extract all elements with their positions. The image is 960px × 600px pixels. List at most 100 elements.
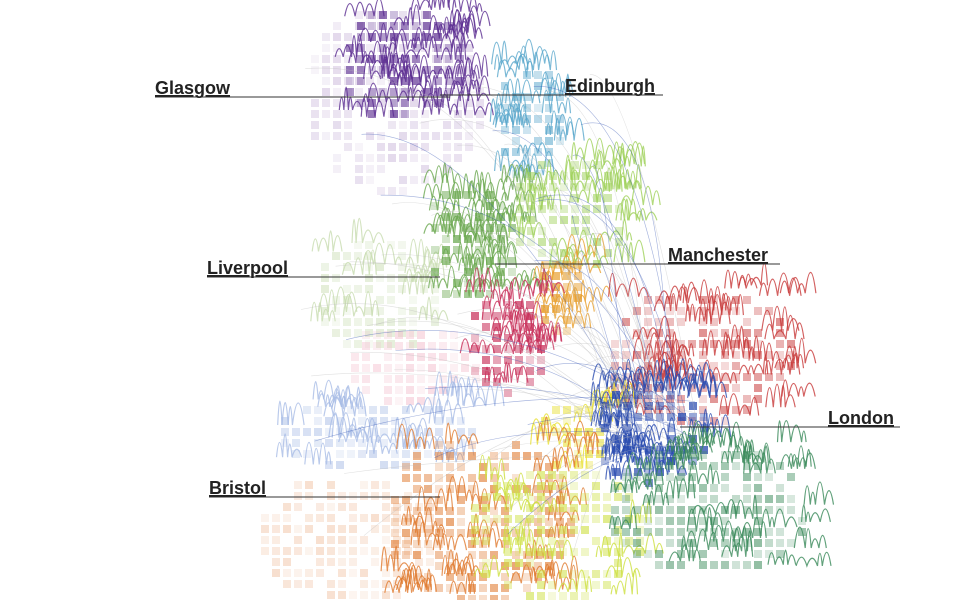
tile — [666, 318, 674, 326]
tile — [479, 529, 487, 537]
tile — [625, 537, 633, 545]
tile — [490, 463, 498, 471]
tile — [549, 238, 557, 246]
tile — [398, 263, 406, 271]
tile — [743, 351, 751, 359]
tile — [366, 176, 374, 184]
tile — [465, 143, 473, 151]
tile — [699, 528, 707, 536]
spike — [787, 448, 812, 467]
tile — [622, 318, 630, 326]
tile — [548, 548, 556, 556]
tile — [431, 263, 439, 271]
tile — [399, 33, 407, 41]
tile — [548, 471, 556, 479]
tile — [454, 132, 462, 140]
tile — [417, 331, 425, 339]
tile — [548, 504, 556, 512]
tile — [571, 161, 579, 169]
spike — [494, 148, 530, 172]
tile — [721, 373, 729, 381]
spike — [421, 91, 459, 115]
tile — [369, 417, 377, 425]
spike — [629, 499, 652, 523]
arc — [392, 202, 654, 436]
tile — [368, 110, 376, 118]
tile — [464, 290, 472, 298]
tile — [581, 592, 589, 600]
spike — [764, 315, 805, 340]
tile — [559, 537, 567, 545]
tile — [645, 413, 653, 421]
tile — [622, 351, 630, 359]
tile — [373, 342, 381, 350]
city-label: Manchester — [668, 245, 768, 265]
tile — [398, 329, 406, 337]
tile — [526, 301, 534, 309]
tile — [406, 331, 414, 339]
tile — [655, 528, 663, 536]
tile — [493, 356, 501, 364]
tile — [424, 450, 432, 458]
spike — [389, 26, 425, 50]
tile — [402, 529, 410, 537]
tile — [261, 547, 269, 555]
tile — [349, 569, 357, 577]
spike — [310, 301, 336, 322]
tile — [446, 417, 454, 425]
tile — [325, 461, 333, 469]
tile — [581, 493, 589, 501]
tile — [611, 517, 619, 525]
spike — [508, 213, 546, 238]
tile — [677, 539, 685, 547]
tile — [754, 307, 762, 315]
tile — [699, 462, 707, 470]
spike — [781, 379, 816, 397]
tile — [413, 507, 421, 515]
tile — [677, 506, 685, 514]
tile — [327, 481, 335, 489]
tile — [401, 99, 409, 107]
spike — [688, 460, 720, 485]
tile — [603, 581, 611, 589]
tile — [501, 595, 509, 600]
tile — [468, 529, 476, 537]
tile — [666, 473, 674, 481]
spike — [671, 445, 703, 461]
arc — [536, 194, 676, 422]
tile — [355, 11, 363, 19]
tile — [666, 340, 674, 348]
tile — [560, 249, 568, 257]
tile — [395, 331, 403, 339]
tile — [421, 165, 429, 173]
region — [471, 454, 664, 600]
tile — [393, 558, 401, 566]
tile — [688, 550, 696, 558]
tile — [420, 307, 428, 315]
tile — [754, 550, 762, 558]
tile — [413, 540, 421, 548]
tile — [464, 191, 472, 199]
tile — [402, 406, 410, 414]
tile — [382, 569, 390, 577]
tile — [344, 132, 352, 140]
tile — [272, 547, 280, 555]
tile — [457, 417, 465, 425]
spike — [608, 428, 640, 452]
tile — [314, 439, 322, 447]
tile — [402, 428, 410, 436]
spike — [423, 212, 463, 234]
tile — [421, 154, 429, 162]
tile — [787, 495, 795, 503]
tile — [384, 397, 392, 405]
tile — [571, 227, 579, 235]
tile — [545, 126, 553, 134]
spike — [473, 554, 510, 577]
spike — [472, 178, 507, 202]
arc — [571, 215, 630, 415]
tile — [338, 591, 346, 599]
tile — [754, 351, 762, 359]
tile — [490, 518, 498, 526]
region — [310, 218, 452, 348]
tile — [570, 504, 578, 512]
